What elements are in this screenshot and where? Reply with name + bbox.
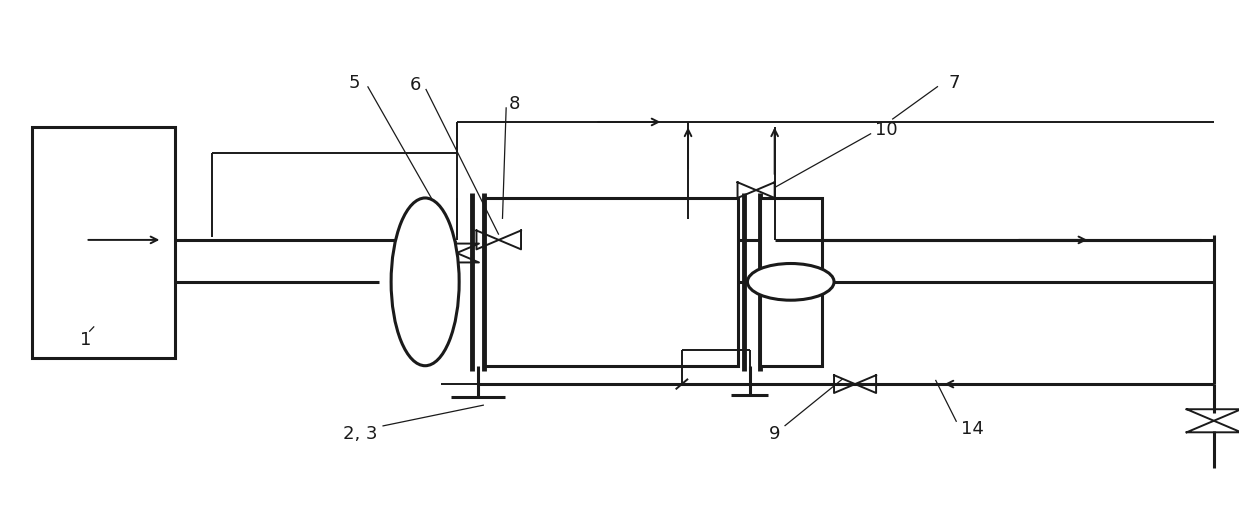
Text: 1: 1 bbox=[79, 330, 92, 348]
Text: 2, 3: 2, 3 bbox=[343, 425, 377, 443]
Bar bbox=[484, 198, 738, 366]
Text: 10: 10 bbox=[874, 121, 898, 139]
Bar bbox=[760, 198, 822, 366]
Text: 6: 6 bbox=[410, 76, 422, 94]
Text: 9: 9 bbox=[769, 425, 780, 443]
Ellipse shape bbox=[391, 198, 459, 366]
Bar bbox=[32, 127, 175, 358]
Text: 5: 5 bbox=[348, 74, 360, 92]
Text: 14: 14 bbox=[961, 419, 985, 437]
Circle shape bbox=[748, 264, 835, 300]
Text: 8: 8 bbox=[510, 95, 521, 113]
Text: 7: 7 bbox=[949, 74, 960, 92]
